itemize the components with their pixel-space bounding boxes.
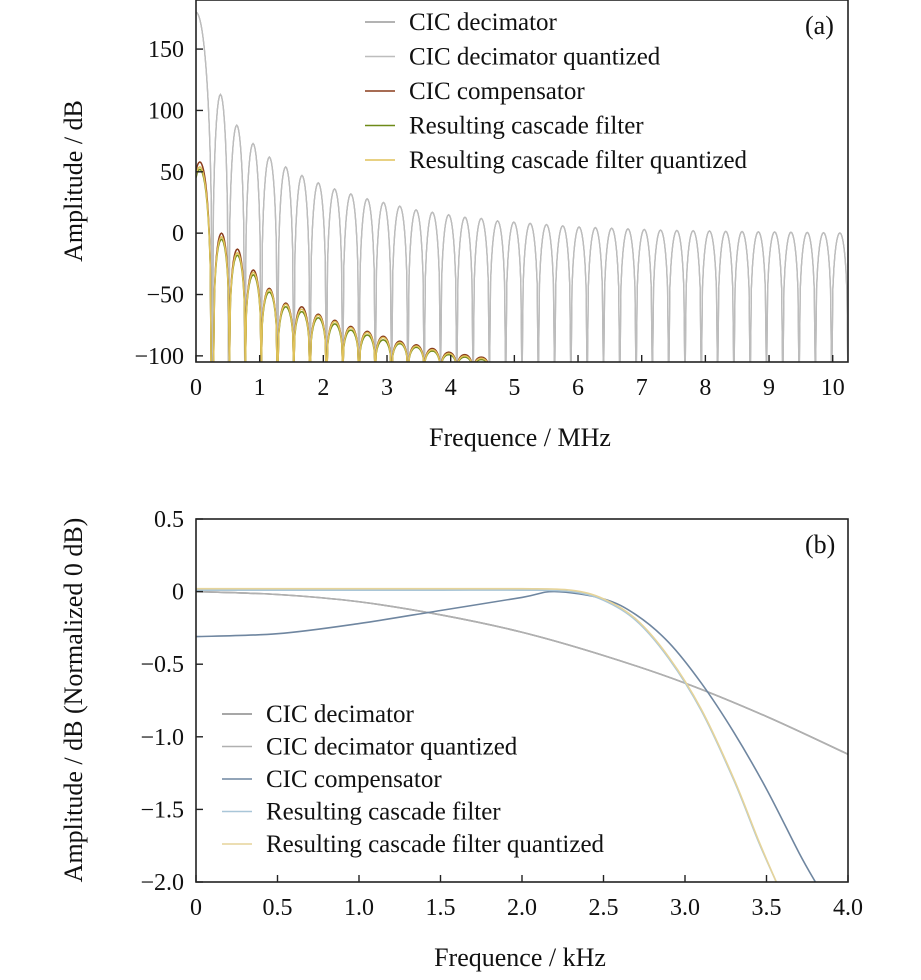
y-tick-label-a: −50 xyxy=(146,283,184,309)
axes-frame-a xyxy=(195,0,849,363)
x-tick-label-b: 0 xyxy=(190,895,202,921)
x-axis-title-a: Frequence / MHz xyxy=(429,423,611,452)
x-tick-label-a: 9 xyxy=(763,375,775,401)
y-tick-label-b: 0 xyxy=(172,580,184,606)
x-tick-label-b: 2.0 xyxy=(507,895,537,921)
series-line-resulting-cascade-filter-quantized xyxy=(196,587,778,882)
x-tick-label-b: 3.0 xyxy=(670,895,700,921)
x-tick-label-b: 3.5 xyxy=(752,895,782,921)
panel-label-b: (b) xyxy=(805,530,835,559)
legend-label-resulting-cascade-filter: Resulting cascade filter xyxy=(409,113,644,140)
y-tick-label-b: −0.5 xyxy=(140,652,184,678)
y-tick-label-a: 100 xyxy=(148,98,184,124)
y-tick-label-a: 50 xyxy=(160,160,184,186)
x-axis-title-b: Frequence / kHz xyxy=(434,943,606,972)
x-tick-label-a: 4 xyxy=(445,375,457,401)
x-tick-label-a: 0 xyxy=(190,375,202,401)
x-tick-label-a: 7 xyxy=(636,375,648,401)
legend-label-resulting-cascade-filter-quantized: Resulting cascade filter quantized xyxy=(409,147,748,174)
legend-label-cic-compensator: CIC compensator xyxy=(409,78,585,105)
axis-ticks-a: 0 1 2 3 4 5 6 7 8 9 10 −100 −50 0 50 100 150 xyxy=(134,37,844,401)
plot-area-a xyxy=(196,11,848,362)
y-tick-label-b: 0.5 xyxy=(154,507,184,533)
x-tick-label-b: 2.5 xyxy=(589,895,619,921)
series-line-resulting-cascade-filter-quantized xyxy=(196,166,488,362)
legend-label-cic-decimator-quantized: CIC decimator quantized xyxy=(409,44,661,71)
x-tick-label-a: 10 xyxy=(821,375,845,401)
x-tick-label-b: 0.5 xyxy=(263,895,293,921)
axis-ticks-b: 0 0.5 1.0 1.5 2.0 2.5 3.0 3.5 4.0 0.5 0 −0.5 −1.0 −1.… xyxy=(140,507,863,921)
y-tick-label-a: 150 xyxy=(148,37,184,63)
series-line-cic-compensator xyxy=(196,161,489,362)
x-tick-label-a: 1 xyxy=(254,375,266,401)
x-tick-label-b: 4.0 xyxy=(833,895,863,921)
x-tick-label-a: 2 xyxy=(317,375,329,401)
y-tick-label-b: −1.5 xyxy=(140,797,184,823)
chart-panel-b: 0 0.5 1.0 1.5 2.0 2.5 3.0 3.5 4.0 0.5 0 −0.5 −1.0 −1.… xyxy=(59,507,863,972)
legend-b: CIC decimator CIC decimator quantized CIC … xyxy=(222,701,605,858)
legend-a: CIC decimator CIC decimator quantized CIC … xyxy=(365,9,748,174)
series-line-cic-decimator-quantized xyxy=(196,590,848,755)
y-tick-label-b: −2.0 xyxy=(140,870,184,896)
legend-label-cic-decimator-quantized: CIC decimator quantized xyxy=(266,734,518,761)
y-tick-label-a: −100 xyxy=(134,344,184,370)
x-tick-label-b: 1.0 xyxy=(344,895,374,921)
legend-label-cic-compensator: CIC compensator xyxy=(266,766,442,793)
y-tick-label-b: −1.0 xyxy=(140,725,184,751)
panel-label-a: (a) xyxy=(805,11,834,40)
plot-area-b xyxy=(196,587,848,882)
legend-label-cic-decimator: CIC decimator xyxy=(409,9,558,36)
x-tick-label-b: 1.5 xyxy=(426,895,456,921)
y-axis-title-b: Amplitude / dB (Normalized 0 dB) xyxy=(59,518,88,883)
chart-panel-a: 0 1 2 3 4 5 6 7 8 9 10 −100 −50 0 50 100 150 (a) CIC dec… xyxy=(59,0,849,452)
series-line-cic-decimator xyxy=(196,590,848,755)
x-tick-label-a: 8 xyxy=(699,375,711,401)
y-tick-label-a: 0 xyxy=(172,221,184,247)
y-axis-title-a: Amplitude / dB xyxy=(59,100,88,262)
legend-label-resulting-cascade-filter: Resulting cascade filter xyxy=(266,799,501,826)
series-line-cic-decimator-quantized xyxy=(196,11,848,362)
x-tick-label-a: 3 xyxy=(381,375,393,401)
legend-label-resulting-cascade-filter-quantized: Resulting cascade filter quantized xyxy=(266,831,605,858)
x-tick-label-a: 5 xyxy=(508,375,520,401)
x-tick-label-a: 6 xyxy=(572,375,584,401)
legend-label-cic-decimator: CIC decimator xyxy=(266,701,415,728)
